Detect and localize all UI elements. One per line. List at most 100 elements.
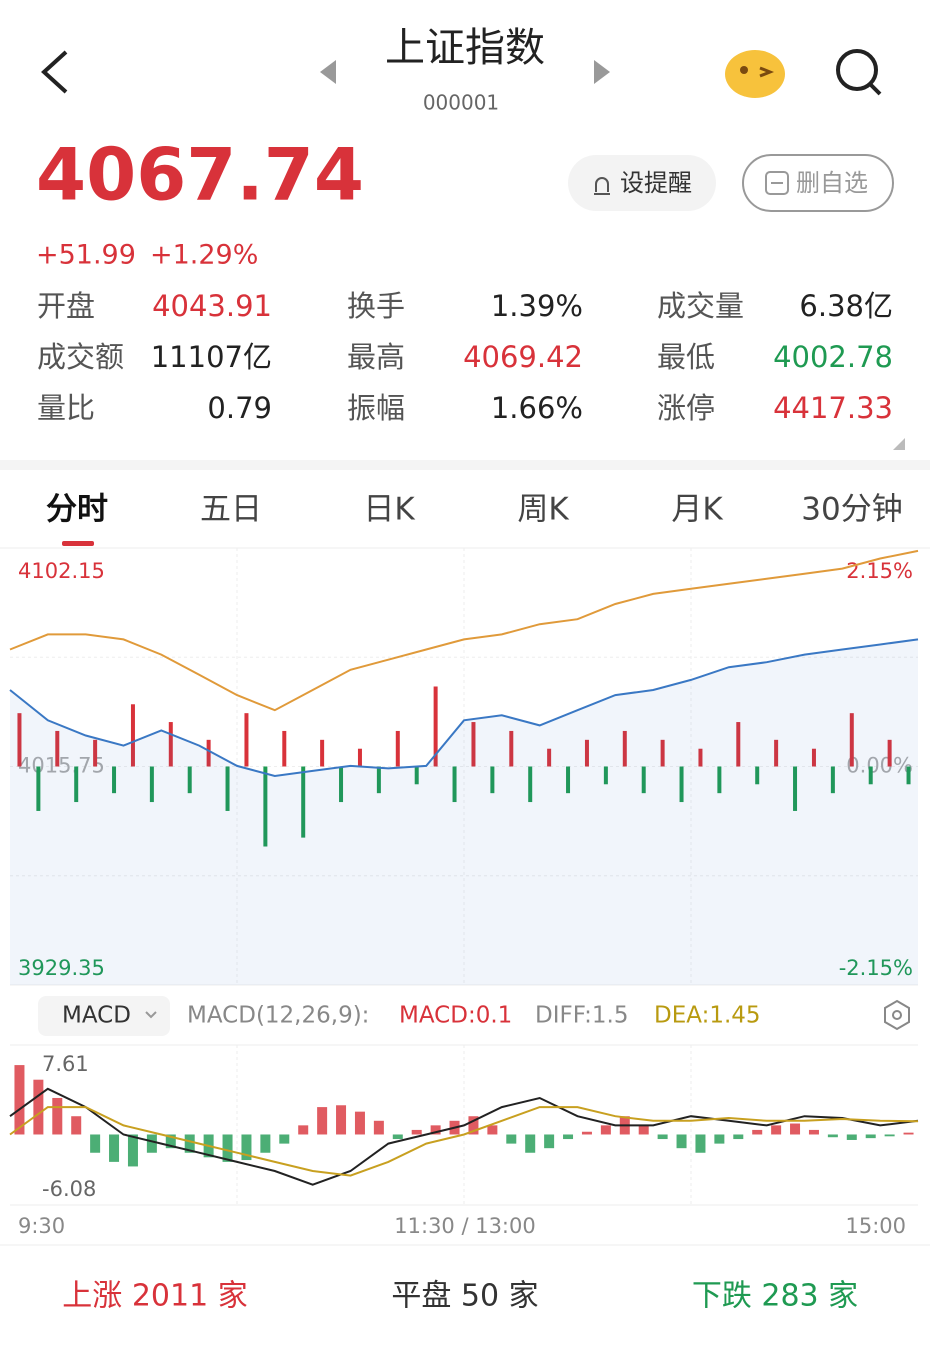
alert-label: 设提醒 <box>620 169 692 197</box>
breadth: 上涨 2011 家 <box>62 1279 247 1314</box>
macd-bar <box>411 1129 422 1135</box>
breadth: 下跌 283 家 <box>692 1279 858 1314</box>
dea-line <box>9 1106 919 1177</box>
remove-button[interactable]: 删自选 <box>742 154 894 212</box>
x-tick-label: 15:00 <box>845 1214 906 1238</box>
macd-bar <box>430 1125 441 1135</box>
mascot[interactable] <box>725 50 785 98</box>
code: 000001 <box>423 91 499 115</box>
macd-bar <box>71 1116 82 1135</box>
remove-icon <box>765 171 789 195</box>
macd-indicator: MACD <box>62 1003 131 1029</box>
line <box>9 638 919 778</box>
stat-label: 振幅 <box>347 391 405 425</box>
macd-bar <box>373 1120 384 1135</box>
search-button[interactable] <box>836 49 882 96</box>
stat-label: 量比 <box>37 391 95 425</box>
breadth: 平盘 50 家 <box>391 1279 538 1314</box>
macd-params: MACD(12,26,9): <box>187 1003 369 1029</box>
prev-arrow[interactable] <box>320 60 336 84</box>
next-arrow[interactable] <box>594 60 610 84</box>
stat-label: 最低 <box>657 340 715 374</box>
macd-bar <box>884 1134 895 1137</box>
expand-corner[interactable] <box>893 438 905 450</box>
volume-bar <box>528 766 533 803</box>
back-button[interactable] <box>41 50 68 94</box>
line <box>9 549 919 712</box>
volume-bar <box>660 739 665 767</box>
macd-bar <box>52 1097 63 1135</box>
volume-bar <box>679 766 684 803</box>
macd-bar <box>544 1134 555 1149</box>
y-tick-label: 4015.75 <box>18 754 105 778</box>
volume-bar <box>698 748 703 767</box>
macd-bar <box>336 1105 347 1135</box>
alert-button[interactable]: 设提醒 <box>568 155 716 211</box>
stat-label: 成交量 <box>657 289 744 323</box>
settings-icon[interactable] <box>884 999 910 1031</box>
stat-label: 最高 <box>347 340 405 374</box>
volume-bar <box>811 748 816 767</box>
macd-bar <box>733 1134 744 1140</box>
stat-value: 11107亿 <box>151 340 272 374</box>
stat-label: 换手 <box>347 289 405 323</box>
stat-label: 涨停 <box>657 391 715 425</box>
volume-bar <box>830 766 835 794</box>
y2-tick-label: -2.15% <box>839 956 913 980</box>
macd-bar <box>771 1125 782 1135</box>
stat-value: 0.79 <box>207 391 272 425</box>
macd-bar <box>827 1134 838 1138</box>
volume-bar <box>74 766 79 803</box>
volume-bar <box>112 766 117 794</box>
volume-bar <box>868 766 873 785</box>
macd-bar <box>903 1132 914 1135</box>
stat-label: 成交额 <box>37 340 124 374</box>
volume-bar <box>584 739 589 767</box>
volume-bar <box>793 766 798 811</box>
macd-bar <box>581 1131 592 1135</box>
macd-bar <box>563 1134 574 1140</box>
tab[interactable]: 分时 <box>46 492 108 528</box>
change: +51.99 <box>36 240 136 271</box>
macd-bar <box>279 1134 290 1144</box>
macd-bar <box>146 1134 157 1153</box>
y-tick-label: 3929.35 <box>18 956 105 980</box>
stat-value: 1.66% <box>491 391 583 425</box>
macd-tick-label: -6.08 <box>42 1177 96 1201</box>
macd-bar <box>468 1116 479 1135</box>
macd-bar <box>298 1125 309 1135</box>
x-tick-label: 11:30 / 13:00 <box>394 1214 535 1238</box>
tab[interactable]: 周K <box>517 492 569 528</box>
stat-value: 4043.91 <box>152 289 272 323</box>
macd-bar <box>506 1134 517 1144</box>
tab[interactable]: 月K <box>671 492 723 528</box>
macd-bar <box>241 1134 252 1161</box>
search-circle <box>836 49 878 91</box>
volume-bar <box>17 713 22 767</box>
volume-bar <box>357 748 362 767</box>
volume-bar <box>547 748 552 767</box>
macd-selector[interactable] <box>38 996 170 1036</box>
macd-bar <box>846 1134 857 1140</box>
volume-bar <box>93 739 98 767</box>
tab[interactable]: 30分钟 <box>801 492 902 528</box>
tab-underline <box>62 541 94 546</box>
tab[interactable]: 日K <box>363 492 415 528</box>
macd-bar <box>165 1134 176 1149</box>
volume-bar <box>603 766 608 785</box>
macd-bar <box>392 1134 403 1140</box>
volume-bar <box>566 766 571 794</box>
volume-bar <box>301 766 306 838</box>
macd-bar <box>222 1134 233 1162</box>
change-pct: +1.29% <box>150 240 258 271</box>
area <box>10 639 918 985</box>
macd-bar <box>184 1134 195 1153</box>
macd-bar <box>790 1123 801 1135</box>
tab[interactable]: 五日 <box>200 492 262 528</box>
volume-bar <box>717 766 722 794</box>
volume-bar <box>849 713 854 767</box>
volume-bar <box>774 739 779 767</box>
macd-bar <box>127 1134 138 1167</box>
macd-bar <box>354 1111 365 1135</box>
